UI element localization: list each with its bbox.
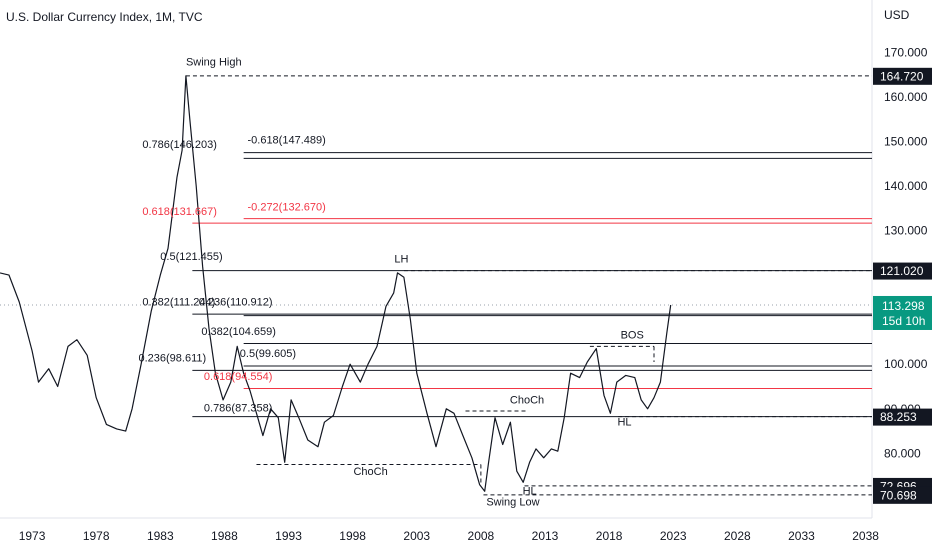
price-badge-label: 121.020	[880, 264, 924, 278]
price-badge-label: 164.720	[880, 69, 924, 83]
price-unit-label: USD	[884, 8, 910, 22]
chart-annotation: -0.618(147.489)	[247, 135, 325, 147]
x-tick-label: 2033	[788, 529, 815, 543]
price-series-line[interactable]	[0, 75, 672, 492]
chart-annotation: 0.618(131.667)	[142, 206, 217, 218]
x-tick-label: 1993	[275, 529, 302, 543]
x-tick-label: 2028	[724, 529, 751, 543]
chart-annotation: ChoCh	[510, 394, 544, 406]
price-badge-label: 113.298	[882, 299, 925, 313]
chart-annotation: 0.618(94.554)	[204, 371, 272, 383]
chart-annotation: 0.236(98.611)	[138, 353, 206, 365]
x-tick-label: 1983	[147, 529, 174, 543]
price-badge	[873, 408, 932, 426]
price-badge	[873, 262, 932, 280]
y-tick-label: 140.000	[884, 179, 928, 193]
chart-annotation: 0.5(121.455)	[160, 251, 222, 263]
x-tick-label: 1973	[19, 529, 46, 543]
chart-annotation: HL	[523, 485, 537, 497]
price-badge	[873, 486, 932, 504]
y-tick-label: 100.000	[884, 357, 928, 371]
y-tick-label: 150.000	[884, 134, 928, 148]
chart-annotation: ChoCh	[353, 466, 387, 478]
x-tick-label: 2013	[532, 529, 559, 543]
chart-annotation: LH	[394, 254, 408, 266]
price-badge	[873, 67, 932, 85]
price-badge-label: 70.698	[880, 488, 917, 502]
x-tick-label: 2038	[852, 529, 879, 543]
price-badge	[873, 295, 932, 330]
chart-annotation: BOS	[621, 329, 644, 341]
chart-annotation: Swing High	[186, 57, 242, 69]
x-tick-label: 2003	[403, 529, 430, 543]
x-tick-label: 1998	[339, 529, 366, 543]
x-tick-label: 2008	[468, 529, 495, 543]
chart-annotation: 0.5(99.605)	[240, 348, 296, 360]
x-tick-label: 1988	[211, 529, 238, 543]
price-badge-countdown: 15d 10h	[882, 314, 925, 328]
price-badge-label: 88.253	[880, 410, 917, 424]
y-tick-label: 160.000	[884, 90, 928, 104]
chart-title: U.S. Dollar Currency Index, 1M, TVC	[6, 10, 203, 24]
y-tick-label: 130.000	[884, 224, 928, 238]
chart-annotation: 0.786(146.203)	[142, 139, 217, 151]
x-tick-label: 2018	[596, 529, 623, 543]
y-tick-label: 80.000	[884, 446, 921, 460]
chart-annotation: 0.236(110.912)	[199, 296, 273, 308]
chart-annotation: 0.382(111.244)	[142, 296, 215, 308]
chart-annotation: -0.272(132.670)	[247, 201, 325, 213]
chart-annotation: 0.786(87.358)	[204, 402, 272, 414]
chart-annotation: 0.382(104.659)	[201, 326, 276, 338]
x-tick-label: 2023	[660, 529, 687, 543]
chart-annotation: HL	[617, 416, 631, 428]
x-tick-label: 1978	[83, 529, 110, 543]
y-tick-label: 170.000	[884, 45, 928, 59]
chart-annotation: Swing Low	[486, 497, 539, 509]
